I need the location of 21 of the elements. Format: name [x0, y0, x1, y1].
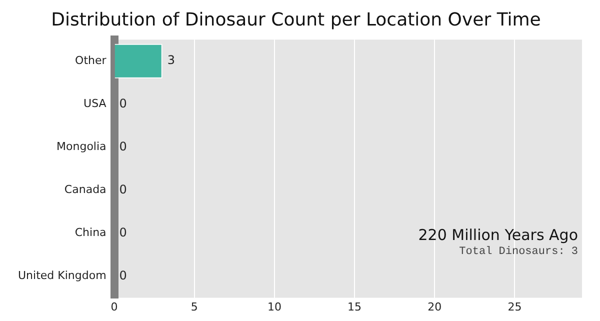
x-tick-label: 5	[190, 300, 198, 314]
data-label: 0	[119, 268, 127, 282]
x-tick-label: 0	[110, 300, 118, 314]
x-tick-label: 20	[428, 300, 442, 314]
data-label: 0	[119, 96, 127, 110]
annotation: Total Dinosaurs: 3	[459, 246, 578, 258]
chart-title: Distribution of Dinosaur Count per Location Over Time	[51, 9, 541, 30]
data-label: 0	[119, 139, 127, 154]
data-label: 0	[119, 225, 127, 240]
data-label: 0	[119, 182, 127, 196]
x-tick-label: 10	[267, 300, 282, 314]
annotation: 220 Million Years Ago	[418, 226, 578, 244]
y-tick-label: USA	[84, 97, 107, 110]
data-label: 3	[167, 53, 175, 68]
y-tick-label: Canada	[64, 183, 106, 196]
x-tick-label: 15	[348, 300, 362, 314]
y-tick-label: United Kingdom	[18, 269, 106, 282]
y-tick-label: Mongolia	[56, 140, 106, 154]
y-tick-label: Other	[75, 54, 107, 67]
x-tick-label: 25	[508, 300, 522, 314]
y-tick-label: China	[74, 226, 106, 240]
